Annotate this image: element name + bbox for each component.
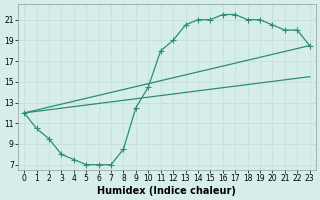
X-axis label: Humidex (Indice chaleur): Humidex (Indice chaleur)	[98, 186, 236, 196]
